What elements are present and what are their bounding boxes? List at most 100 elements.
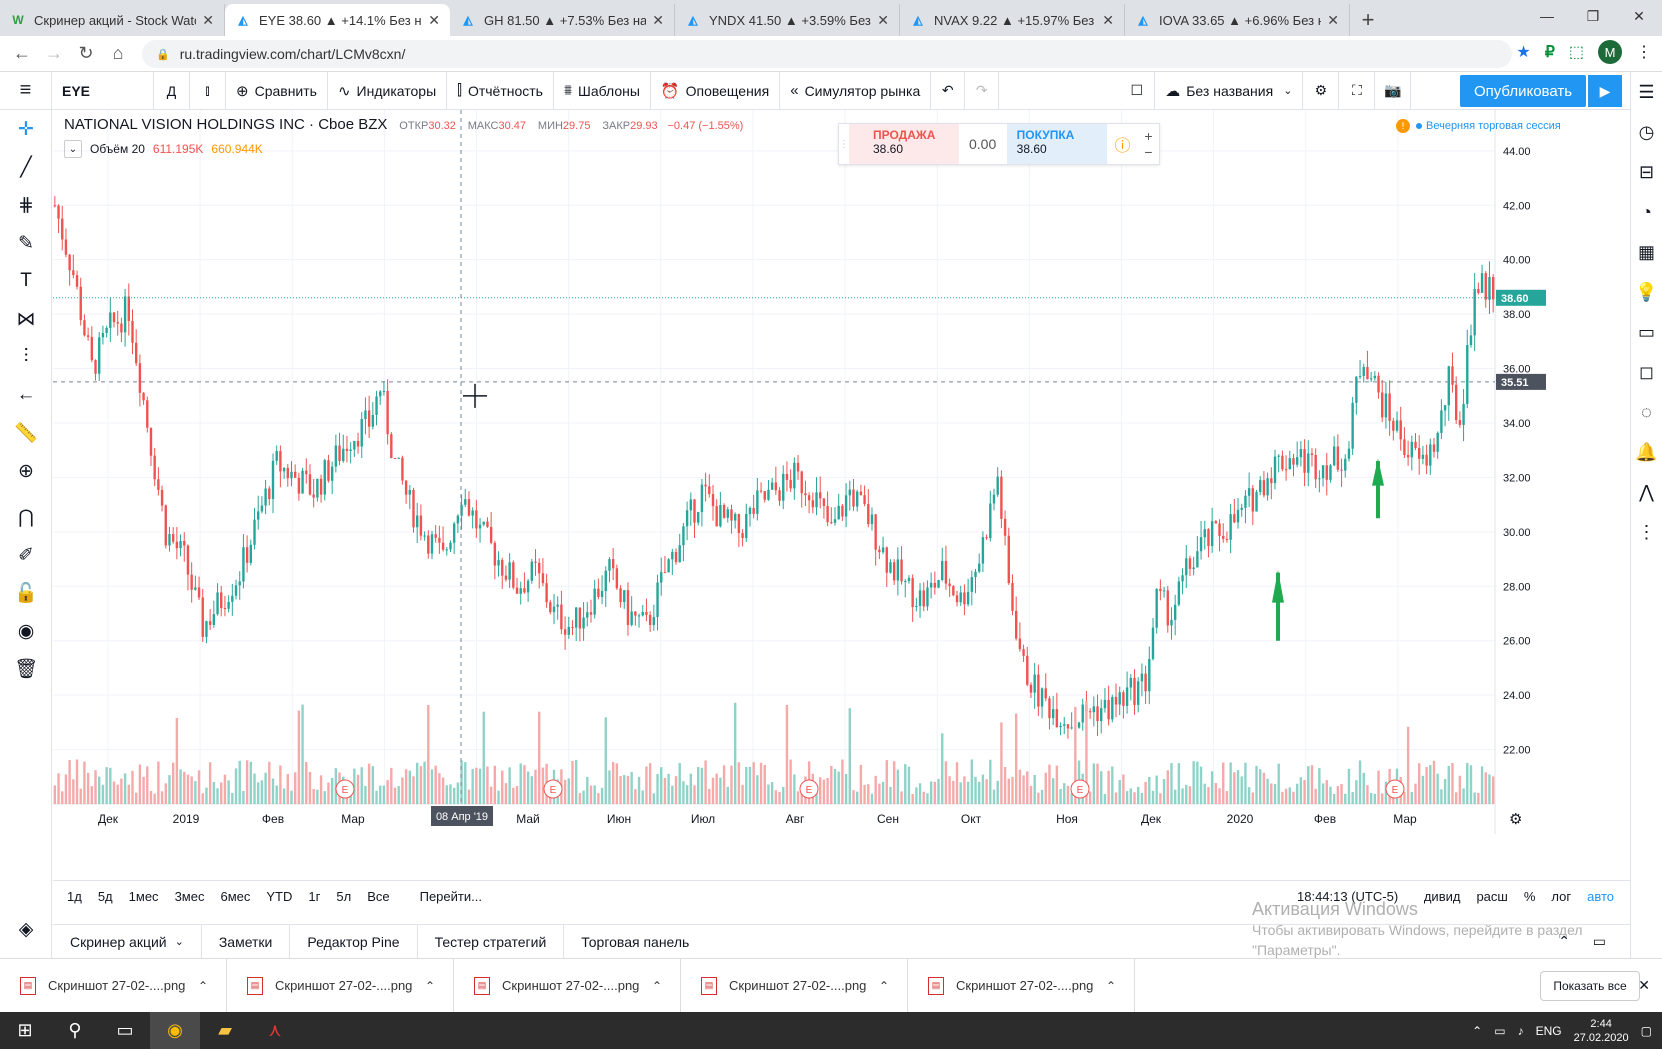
pattern-icon[interactable]: ⋈ xyxy=(16,308,36,330)
fullscreen-button[interactable]: ⛶ xyxy=(1339,71,1376,110)
layers-icon[interactable]: ◈ xyxy=(18,918,34,940)
sell-button[interactable]: ПРОДАЖА 38.60 xyxy=(849,124,959,164)
trendline-icon[interactable]: ╱ xyxy=(20,156,32,178)
range-5d[interactable]: 5д xyxy=(97,889,113,904)
settings-button[interactable]: ⚙ xyxy=(1303,71,1340,110)
financials-button[interactable]: ⫿ Отчётность xyxy=(447,71,554,110)
dom-icon[interactable]: ⋮ xyxy=(1637,521,1656,542)
close-icon[interactable]: ✕ xyxy=(652,11,664,28)
bookmark-star-icon[interactable]: ★ xyxy=(1516,44,1531,61)
menu-kebab-icon[interactable]: ⋮ xyxy=(1636,44,1652,61)
close-icon[interactable]: ✕ xyxy=(1327,11,1339,28)
save-layout-button[interactable]: ☁ Без названия ⌄ xyxy=(1155,71,1304,110)
collapse-up-icon[interactable]: ⌃ xyxy=(1558,933,1570,949)
chevron-up-icon[interactable]: ⌃ xyxy=(878,978,889,993)
data-window-icon[interactable]: ⊟ xyxy=(1638,161,1655,182)
percent-toggle[interactable]: % xyxy=(1523,889,1536,904)
download-item[interactable]: ▤ Скриншот 27-02-....png ⌃ xyxy=(908,958,1135,1013)
crosshair-icon[interactable]: ✛ xyxy=(18,118,34,140)
chart-mode-icon[interactable]: ⋀ xyxy=(1639,481,1654,502)
language-indicator[interactable]: ENG xyxy=(1535,1023,1562,1038)
file-explorer-icon[interactable]: ▰ xyxy=(218,1020,232,1040)
indicators-button[interactable]: ∿ Индикаторы xyxy=(328,71,448,110)
earnings-marker[interactable]: E xyxy=(335,779,355,799)
zoom-in-icon[interactable]: ⊕ xyxy=(18,460,34,482)
close-icon[interactable]: ✕ xyxy=(202,11,214,28)
chart-type-button[interactable]: ⫾ xyxy=(190,71,226,110)
info-icon[interactable]: ⓘ xyxy=(1114,138,1131,155)
extension-icon-2[interactable]: ⬚ xyxy=(1568,44,1584,61)
browser-tab[interactable]: ◭ IOVA 33.65 ▲ +6.96% Без названия ✕ xyxy=(1125,4,1350,36)
chat-icon[interactable]: ◻ xyxy=(1639,361,1654,382)
range-3m[interactable]: 3мес xyxy=(174,889,205,904)
layout-select-button[interactable]: ☐ xyxy=(1119,71,1156,110)
pitchfork-icon[interactable]: ⋕ xyxy=(18,194,34,216)
watchlist-icon[interactable]: ☰ xyxy=(1638,81,1655,102)
brush-icon[interactable]: ✎ xyxy=(18,232,34,254)
close-icon[interactable]: ✕ xyxy=(1102,11,1114,28)
arrow-left-icon[interactable]: ← xyxy=(16,384,36,405)
clock-time[interactable]: 18:44:13 (UTC-5) xyxy=(1297,889,1399,904)
range-1d[interactable]: 1д xyxy=(67,889,82,904)
log-toggle[interactable]: лог xyxy=(1551,889,1572,904)
tray-chevron-icon[interactable]: ⌃ xyxy=(1472,1023,1483,1038)
goto-button[interactable]: Перейти... xyxy=(419,889,482,904)
extended-toggle[interactable]: расш xyxy=(1476,889,1508,904)
compare-button[interactable]: ⊕ Сравнить xyxy=(226,71,328,110)
eye-icon[interactable]: ◉ xyxy=(17,620,35,642)
range-1m[interactable]: 1мес xyxy=(128,889,159,904)
minus-icon[interactable]: − xyxy=(1144,144,1153,160)
range-1y[interactable]: 1г xyxy=(308,889,321,904)
chevron-up-icon[interactable]: ⌃ xyxy=(651,978,662,993)
collapse-chevron-icon[interactable]: ⌄ xyxy=(64,140,82,158)
replay-button[interactable]: « Симулятор рынка xyxy=(780,71,932,110)
earnings-marker[interactable]: E xyxy=(799,779,819,799)
close-window-icon[interactable]: ✕ xyxy=(1633,7,1645,24)
url-field[interactable]: 🔒 ru.tradingview.com/chart/LCMv8cxn/ xyxy=(142,40,1512,68)
reload-icon[interactable]: ↻ xyxy=(78,43,94,63)
maximize-icon[interactable]: ❐ xyxy=(1586,7,1600,24)
calendar-icon[interactable]: ▦ xyxy=(1637,241,1655,262)
interval-button[interactable]: Д xyxy=(154,71,190,110)
trash-icon[interactable]: 🗑 xyxy=(13,659,39,680)
lock-icon[interactable]: 🔓 xyxy=(14,583,38,604)
download-item[interactable]: ▤ Скриншот 27-02-....png ⌃ xyxy=(0,958,227,1013)
broadcast-icon[interactable]: ◌ xyxy=(1641,401,1652,422)
drag-handle-icon[interactable]: ⋮ xyxy=(839,138,849,150)
ruler-icon[interactable]: 📏 xyxy=(14,423,38,444)
minimize-icon[interactable]: — xyxy=(1540,8,1554,24)
templates-button[interactable]: ⩩ Шаблоны xyxy=(554,71,651,110)
plus-icon[interactable]: + xyxy=(1144,128,1153,144)
download-item[interactable]: ▤ Скриншот 27-02-....png ⌃ xyxy=(681,958,908,1013)
buy-button[interactable]: ПОКУПКА 38.60 xyxy=(1006,124,1108,164)
alerts-clock-icon[interactable]: ◷ xyxy=(1638,121,1655,142)
tab-pine-editor[interactable]: Редактор Pine xyxy=(290,924,418,959)
browser-tab[interactable]: W Скринер акций - Stock Watcher ✕ xyxy=(0,4,225,36)
browser-tab[interactable]: ◭ GH 81.50 ▲ +7.53% Без названия ✕ xyxy=(450,4,675,36)
acrobat-icon[interactable]: ⋏ xyxy=(268,1020,282,1040)
tab-strategy-tester[interactable]: Тестер стратегий xyxy=(418,924,565,959)
network-icon[interactable]: ▭ xyxy=(1494,1023,1506,1038)
text-icon[interactable]: T xyxy=(20,270,32,291)
price-chart[interactable]: 44.00 42.00 40.00 38.00 36.00 34.00 32.00 30.00… xyxy=(53,110,1630,880)
auto-toggle[interactable]: авто xyxy=(1587,889,1614,904)
chrome-icon[interactable]: ◉ xyxy=(150,1012,200,1049)
tab-trading-panel[interactable]: Торговая панель xyxy=(581,933,690,950)
new-tab-button[interactable]: + xyxy=(1361,7,1375,32)
tab-screener[interactable]: Скринер акций ⌄ xyxy=(53,924,202,959)
snapshot-button[interactable]: 📷 xyxy=(1375,71,1412,110)
browser-tab[interactable]: ◭ YNDX 41.50 ▲ +3.59% Без названия ✕ xyxy=(675,4,900,36)
home-icon[interactable]: ⌂ xyxy=(112,43,124,63)
chevron-up-icon[interactable]: ⌃ xyxy=(197,978,208,993)
download-item[interactable]: ▤ Скриншот 27-02-....png ⌃ xyxy=(454,958,681,1013)
magnet-icon[interactable]: ⋂ xyxy=(18,506,34,528)
alerts-button[interactable]: ⏰ Оповещения xyxy=(651,71,781,110)
publish-button[interactable]: Опубликовать xyxy=(1460,75,1586,107)
browser-tab[interactable]: ◭ NVAX 9.22 ▲ +15.97% Без названия ✕ xyxy=(900,4,1125,36)
hotlist-icon[interactable]: ◔ xyxy=(1641,201,1652,222)
menu-hamburger-icon[interactable]: ≡ xyxy=(0,71,52,110)
earnings-marker[interactable]: E xyxy=(1385,779,1405,799)
ideas-icon[interactable]: 💡 xyxy=(1635,281,1658,302)
close-downloads-icon[interactable]: ✕ xyxy=(1638,977,1650,993)
prediction-icon[interactable]: ⫶ xyxy=(23,346,29,367)
